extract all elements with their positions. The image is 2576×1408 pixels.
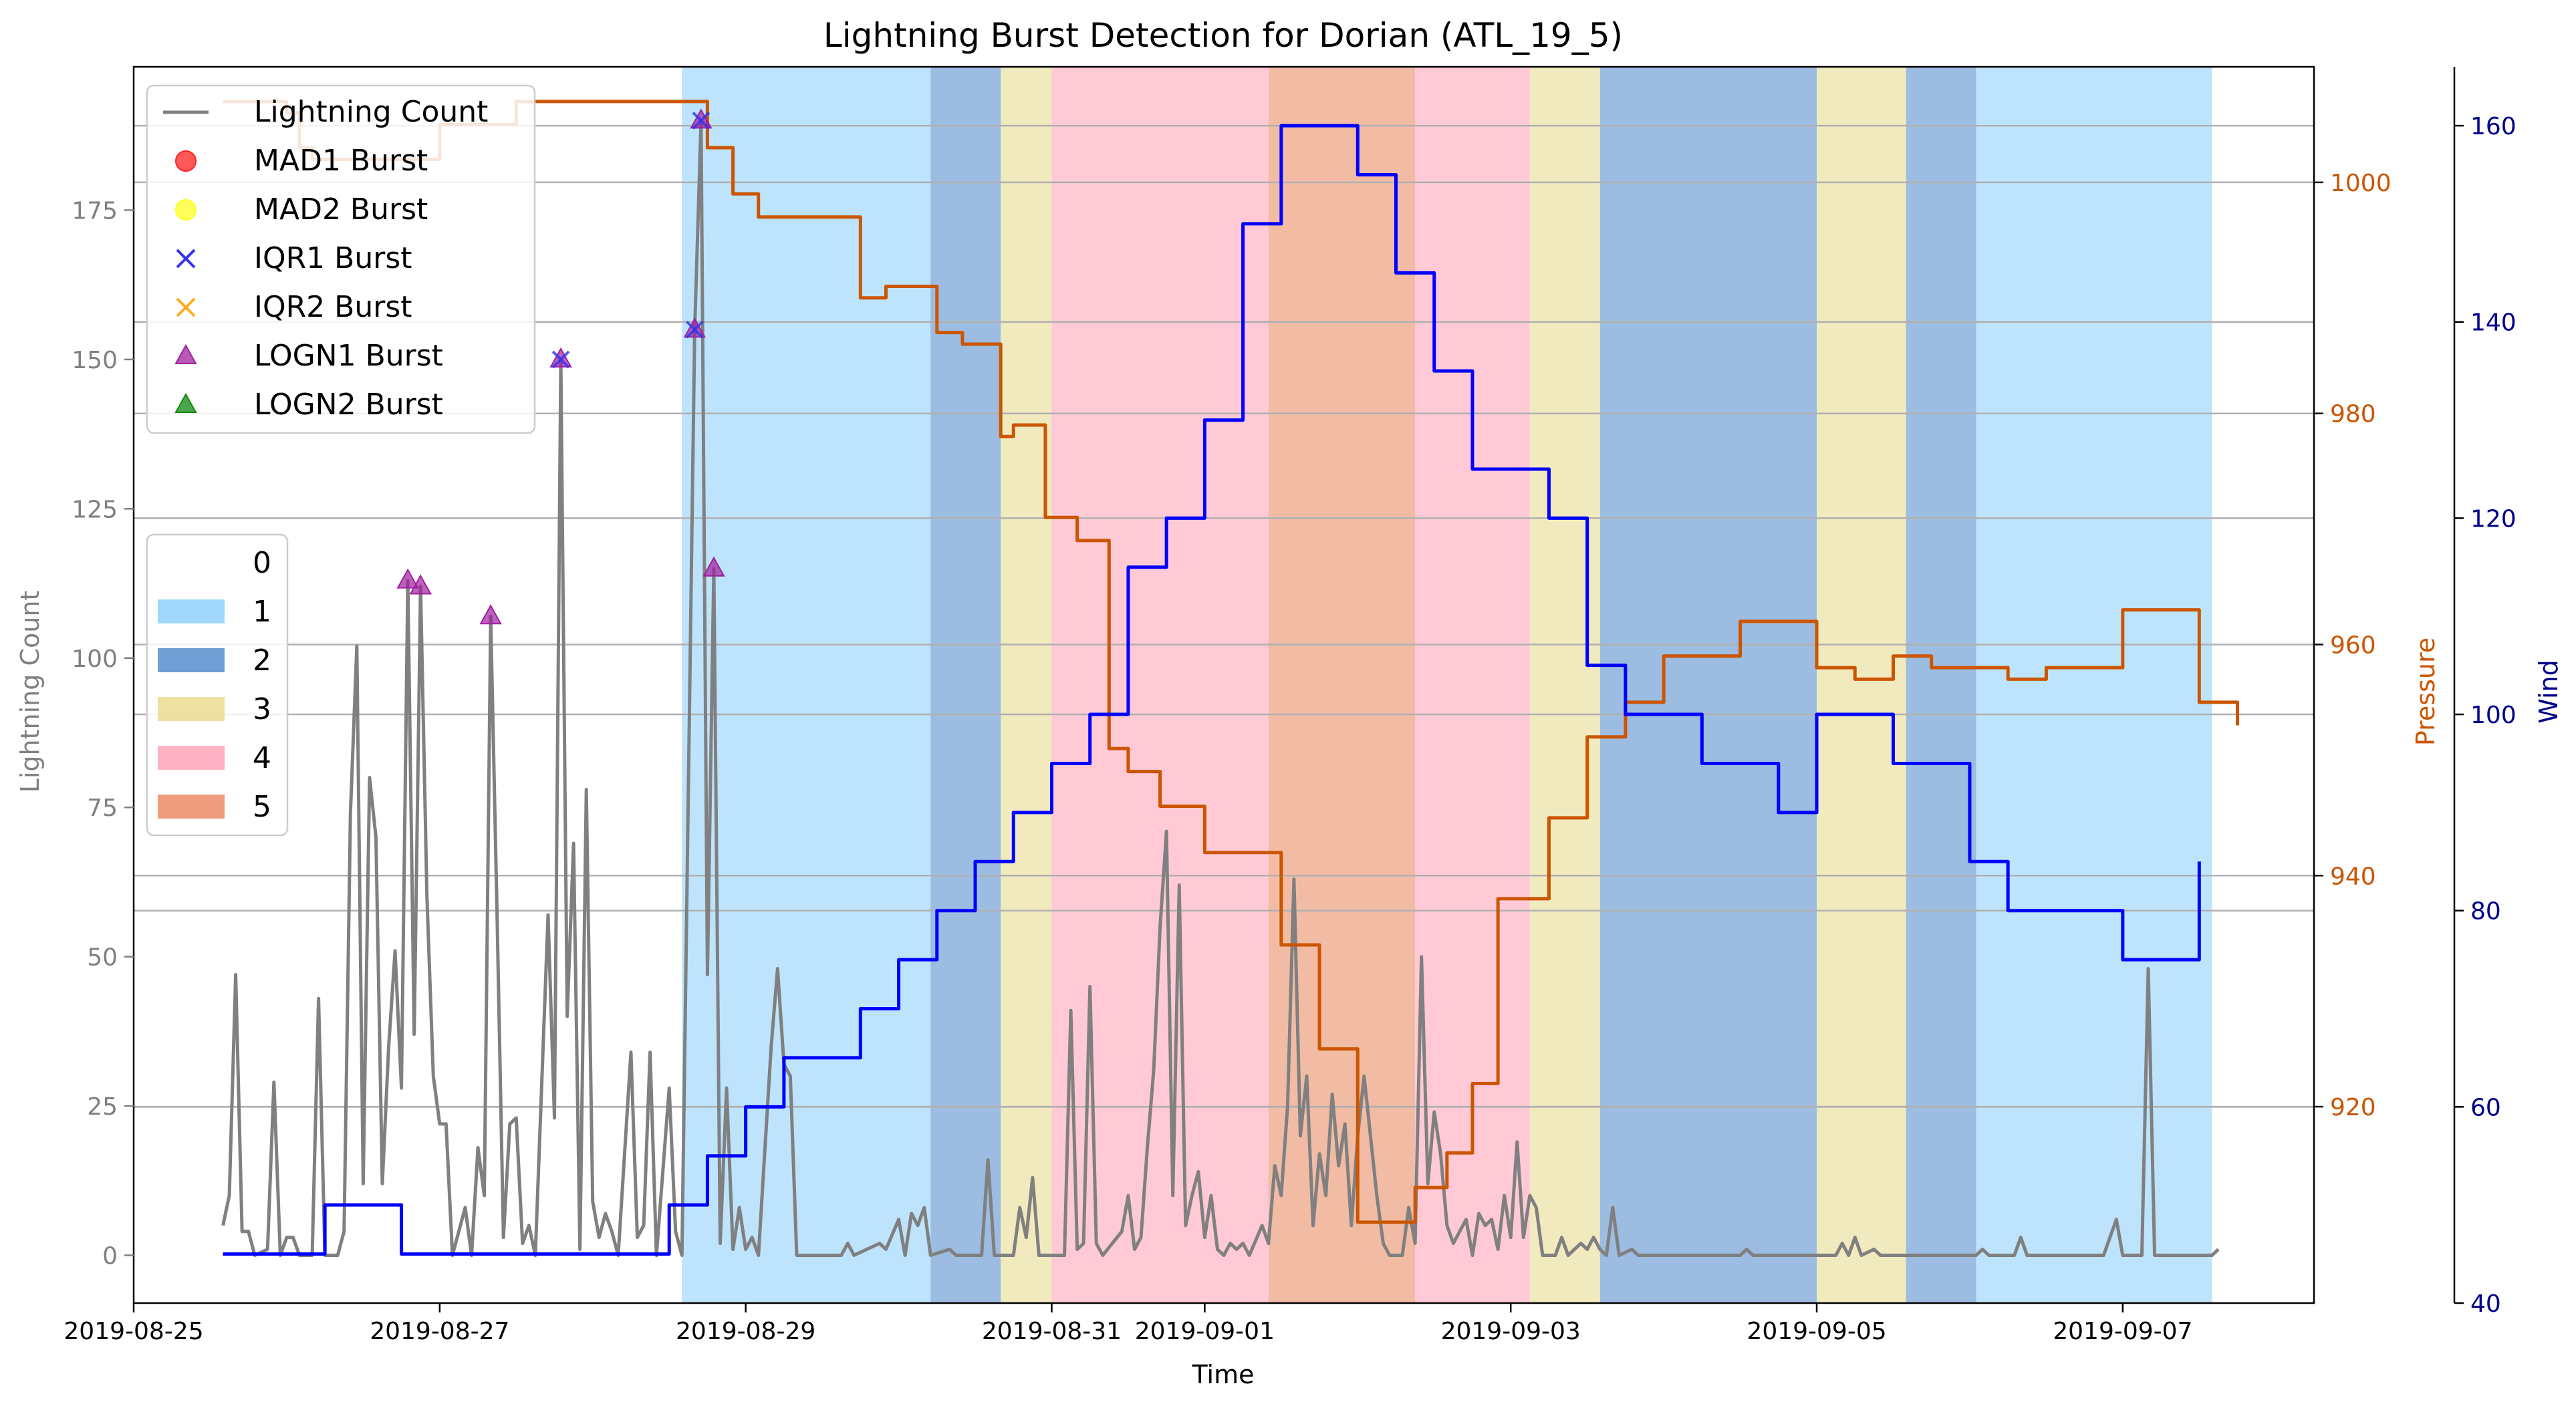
category-band-2: [930, 67, 1001, 1303]
wind-tick-label: 60: [2470, 1094, 2501, 1121]
category-band-3: [1529, 67, 1600, 1303]
category-band-2: [1906, 67, 1976, 1303]
category-label: 0: [253, 546, 271, 580]
marker-legend-box: [146, 84, 536, 434]
logn1-burst-marker: [479, 604, 502, 625]
category-band-3: [1001, 67, 1052, 1303]
wind-tick-label: 140: [2470, 309, 2517, 337]
left-tick-label: 150: [72, 347, 118, 374]
legend-triangle-swatch: [174, 343, 197, 364]
x-tick-label: 2019-08-27: [370, 1318, 509, 1345]
legend-entry-label: LOGN2 Burst: [254, 388, 443, 422]
left-tick-label: 75: [87, 795, 118, 822]
iqr1-burst-marker: [692, 112, 711, 130]
series-line-lightning-count: [221, 118, 2220, 1257]
category-swatch: [158, 697, 225, 721]
category-label: 2: [253, 644, 271, 678]
category-swatch: [158, 599, 225, 623]
plot-frame: [132, 65, 2315, 1304]
category-band-4: [1051, 67, 1269, 1303]
legend-entry-label: IQR2 Burst: [254, 290, 412, 324]
category-swatch: [158, 551, 225, 575]
left-axis-label: Lightning Count: [15, 591, 45, 793]
pressure-tick-label: 1000: [2330, 170, 2392, 197]
wind-tick-label: 40: [2470, 1290, 2501, 1318]
logn1-burst-marker: [409, 574, 432, 595]
legend-entry-label: Lightning Count: [254, 95, 488, 129]
iqr1-marker-stroke: [685, 320, 704, 339]
logn1-burst-marker: [702, 556, 725, 577]
iqr1-marker-stroke: [551, 350, 570, 369]
left-tick-label: 125: [72, 496, 118, 523]
pressure-tick-label: 980: [2330, 401, 2376, 428]
left-tick-label: 50: [87, 944, 118, 972]
left-tick-label: 100: [72, 646, 118, 673]
logn1-burst-marker: [396, 568, 419, 589]
category-label: 5: [253, 790, 271, 824]
legend-x-stroke: [176, 297, 196, 317]
series-lines: [221, 100, 2240, 1257]
wind-tick-label: 100: [2470, 702, 2517, 729]
category-bands: [682, 67, 2212, 1303]
legend-entry-label: LOGN1 Burst: [254, 339, 443, 373]
chart-title: Lightning Burst Detection for Dorian (AT…: [823, 16, 1623, 55]
wind-tick-label: 80: [2470, 898, 2501, 926]
series-line-wind: [223, 124, 2201, 1256]
wind-axis-label: Wind: [2534, 660, 2563, 724]
pressure-axis-label: Pressure: [2411, 638, 2440, 746]
pressure-tick-label: 960: [2330, 631, 2376, 659]
category-band-1: [1976, 67, 2212, 1303]
legends: Lightning Count MAD1 Burst MAD2 Burst IQR1 …: [146, 84, 536, 837]
category-band-2: [1599, 67, 1817, 1303]
category-label: 3: [253, 692, 271, 726]
category-swatch: [158, 648, 225, 672]
x-axis-label: Time: [1192, 1360, 1255, 1389]
burst-markers: [396, 108, 725, 625]
category-label: 4: [253, 741, 271, 775]
x-tick-label: 2019-08-25: [63, 1318, 203, 1345]
wind-tick-label: 160: [2470, 113, 2517, 140]
x-tick-label: 2019-09-07: [2053, 1318, 2192, 1345]
legend-x-swatch: [176, 249, 196, 269]
legend-x-swatch: [176, 297, 196, 317]
legend-triangle-swatch: [174, 392, 197, 413]
x-tick-label: 2019-09-03: [1441, 1318, 1581, 1345]
category-swatch: [158, 795, 225, 819]
axes: 2019-08-25 2019-08-27 2019-08-29 2019-08-31…: [63, 65, 2517, 1345]
x-tick-label: 2019-08-31: [982, 1318, 1122, 1345]
left-tick-label: 25: [87, 1093, 118, 1121]
legend-circle-swatch: [175, 199, 197, 221]
x-tick-label: 2019-08-29: [676, 1318, 815, 1345]
category-band-5: [1268, 67, 1416, 1303]
x-tick-label: 2019-09-01: [1135, 1318, 1275, 1345]
legend-x-stroke: [176, 249, 196, 269]
series-line-pressure: [223, 100, 2240, 1224]
category-band-3: [1817, 67, 1906, 1303]
category-band-1: [682, 67, 931, 1303]
iqr1-marker-stroke: [692, 112, 711, 130]
left-tick-label: 0: [102, 1243, 118, 1270]
x-tick-label: 2019-09-05: [1747, 1318, 1886, 1345]
category-swatch: [158, 746, 225, 770]
left-tick-label: 175: [72, 197, 118, 225]
pressure-tick-label: 940: [2330, 863, 2376, 890]
legend-entry-label: IQR1 Burst: [254, 241, 412, 275]
legend-entry-label: MAD2 Burst: [254, 192, 428, 227]
category-label: 1: [253, 595, 271, 629]
legend-circle-swatch: [175, 150, 197, 172]
pressure-tick-label: 920: [2330, 1094, 2376, 1121]
wind-tick-label: 120: [2470, 505, 2517, 533]
legend-entry-label: MAD1 Burst: [254, 144, 428, 178]
iqr1-burst-marker: [551, 350, 570, 369]
iqr1-burst-marker: [685, 320, 704, 339]
